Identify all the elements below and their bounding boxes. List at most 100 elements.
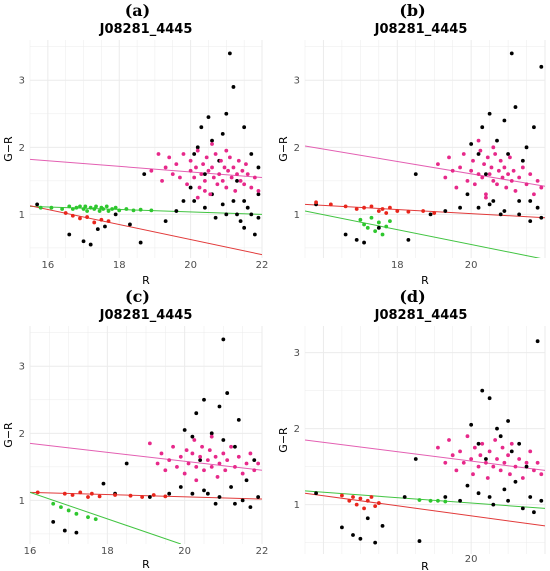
black-point [532, 125, 536, 130]
pink-point [204, 155, 209, 160]
black-point [351, 533, 355, 537]
pink-point [248, 451, 253, 456]
pink-point [240, 471, 245, 476]
green-point [131, 208, 136, 213]
black-point [51, 519, 56, 524]
pink-point [450, 453, 455, 458]
red-point [92, 220, 97, 225]
black-point [167, 491, 172, 496]
panel-a: (a) J08281_4445 16 18 20 22 1 2 3 R G−R [0, 0, 275, 285]
red-point [113, 493, 117, 497]
green-point [104, 204, 109, 209]
panel-label: (c) [125, 287, 150, 306]
pink-fit-line [30, 442, 262, 471]
red-point [63, 211, 68, 215]
red-point [362, 506, 366, 511]
black-point [465, 192, 470, 197]
black-point [240, 498, 245, 503]
pink-point [496, 168, 501, 173]
black-point [221, 337, 226, 342]
black-point [252, 458, 257, 463]
pink-point [506, 453, 510, 458]
pink-point [476, 464, 481, 469]
pink-point [221, 451, 226, 456]
black-point [506, 152, 510, 156]
black-point [539, 215, 544, 220]
pink-point [207, 448, 212, 452]
black-point [235, 178, 239, 183]
black-point [81, 239, 86, 244]
pink-point [465, 178, 470, 183]
red-point [89, 491, 94, 496]
black-point [520, 506, 525, 511]
black-point [242, 225, 247, 230]
black-point [539, 64, 544, 69]
scatter-plot: 16 18 20 22 1 2 3 R G−R [2, 326, 268, 571]
pink-point [498, 468, 503, 473]
pink-point [447, 438, 451, 442]
red-point [384, 211, 389, 215]
pink-point [213, 454, 218, 459]
black-point [528, 495, 533, 499]
black-point [174, 209, 179, 213]
black-point [221, 438, 226, 442]
pink-point [185, 182, 189, 187]
black-point [506, 498, 510, 503]
black-point [242, 199, 247, 203]
pink-point [535, 178, 540, 183]
black-point [142, 172, 147, 177]
red-point [86, 495, 90, 499]
pink-point [517, 175, 522, 180]
pink-point [502, 165, 507, 170]
black-point [248, 505, 253, 510]
pink-point [491, 178, 496, 183]
black-point [480, 388, 485, 393]
black-point [62, 528, 67, 533]
y-tick-label: 3 [294, 348, 300, 359]
black-point [256, 495, 261, 499]
green-point [373, 229, 378, 234]
pink-point [485, 476, 490, 480]
black-point [524, 464, 529, 469]
red-point [380, 207, 385, 211]
pink-point [194, 165, 198, 170]
black-point [67, 232, 72, 237]
red-point [347, 498, 352, 503]
pink-point [506, 172, 510, 177]
black-point [235, 212, 239, 217]
black-point [476, 491, 481, 496]
black-point [469, 422, 474, 427]
pink-point [227, 155, 232, 160]
black-point [220, 202, 225, 207]
pink-point [244, 162, 248, 166]
green-point [49, 205, 54, 210]
plot-title: J08281_4445 [374, 22, 468, 37]
black-point [480, 125, 485, 130]
pink-point [476, 172, 481, 177]
pink-point [454, 468, 459, 473]
green-point [417, 498, 422, 502]
x-axis-label: R [421, 560, 429, 571]
black-point [495, 426, 499, 431]
red-point [365, 498, 370, 503]
red-point [70, 213, 75, 218]
black-point [229, 485, 233, 489]
pink-point [211, 175, 216, 180]
red-point [395, 209, 400, 213]
pink-point [225, 458, 230, 463]
y-tick-label: 3 [19, 362, 25, 373]
scatter-plot: 20 1 2 3 R G−R [277, 326, 546, 571]
pink-point [535, 460, 540, 465]
red-point [140, 495, 145, 499]
black-point [428, 212, 433, 217]
pink-point [220, 178, 225, 183]
y-tick-label: 2 [294, 424, 300, 435]
pink-point [235, 172, 239, 177]
black-point [402, 495, 407, 499]
pink-point [213, 152, 218, 156]
green-point [81, 207, 86, 211]
black-point [224, 212, 229, 217]
red-fit-line [30, 205, 262, 256]
black-point [502, 209, 507, 213]
pink-point [210, 165, 214, 170]
